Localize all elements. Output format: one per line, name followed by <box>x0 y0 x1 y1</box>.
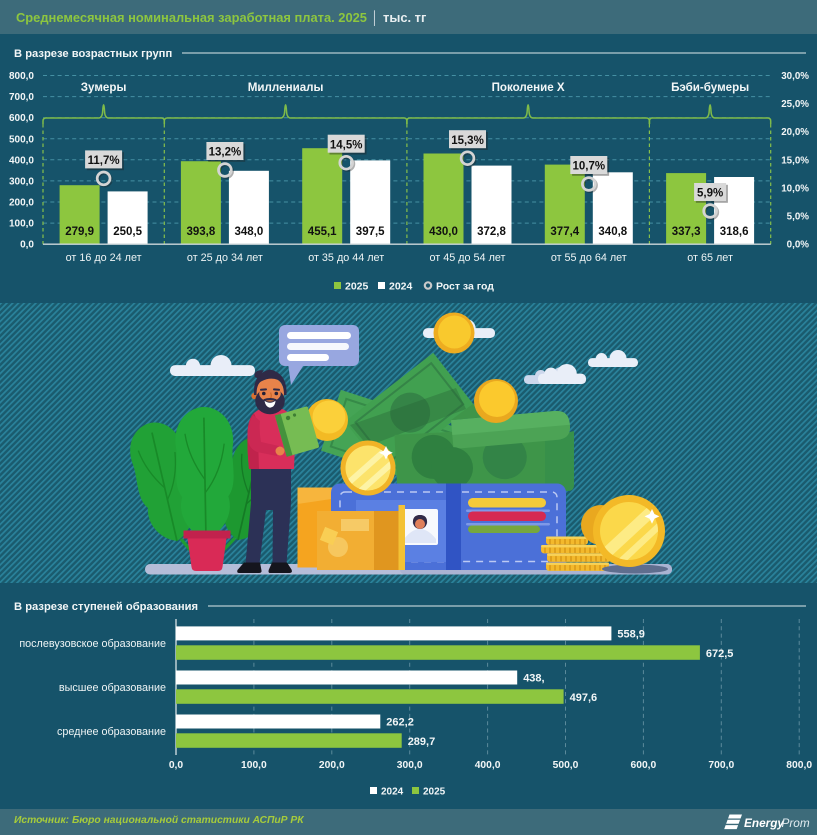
svg-text:397,5: 397,5 <box>356 226 385 238</box>
svg-text:5,0%: 5,0% <box>787 212 810 223</box>
svg-text:13,2%: 13,2% <box>209 147 242 159</box>
svg-text:11,7%: 11,7% <box>88 155 120 167</box>
svg-text:от 65 лет: от 65 лет <box>687 252 733 264</box>
svg-text:Зумеры: Зумеры <box>81 81 127 94</box>
svg-text:300,0: 300,0 <box>9 176 34 187</box>
svg-text:348,0: 348,0 <box>235 226 264 238</box>
svg-text:15,0%: 15,0% <box>781 155 809 166</box>
svg-text:250,5: 250,5 <box>113 226 142 238</box>
svg-text:2025: 2025 <box>423 787 446 798</box>
svg-text:340,8: 340,8 <box>598 226 627 238</box>
svg-text:Миллениалы: Миллениалы <box>248 81 324 94</box>
svg-text:0,0: 0,0 <box>20 240 34 251</box>
svg-text:25,0%: 25,0% <box>781 99 809 110</box>
svg-text:от 55 до 64 лет: от 55 до 64 лет <box>551 252 627 264</box>
svg-text:5,9%: 5,9% <box>697 188 723 200</box>
svg-text:600,0: 600,0 <box>631 760 657 771</box>
svg-text:500,0: 500,0 <box>553 760 579 771</box>
svg-text:200,0: 200,0 <box>319 760 345 771</box>
svg-text:В разрезе возрастных групп: В разрезе возрастных групп <box>14 48 172 60</box>
svg-text:15,3%: 15,3% <box>451 135 484 147</box>
svg-text:2025: 2025 <box>345 281 369 293</box>
svg-text:10,7%: 10,7% <box>572 161 605 173</box>
svg-text:100,0: 100,0 <box>241 760 267 771</box>
svg-text:Energy: Energy <box>744 816 785 830</box>
svg-text:2024: 2024 <box>389 281 413 293</box>
svg-text:300,0: 300,0 <box>397 760 423 771</box>
svg-text:558,9: 558,9 <box>617 628 645 640</box>
svg-text:Prom: Prom <box>782 816 810 830</box>
svg-text:600,0: 600,0 <box>9 113 34 124</box>
svg-text:высшее образование: высшее образование <box>59 682 166 694</box>
svg-text:30,0%: 30,0% <box>781 71 809 82</box>
svg-text:от 25 до 34 лет: от 25 до 34 лет <box>187 252 263 264</box>
svg-text:393,8: 393,8 <box>187 226 216 238</box>
svg-text:400,0: 400,0 <box>475 760 501 771</box>
svg-text:497,6: 497,6 <box>570 692 598 704</box>
svg-text:700,0: 700,0 <box>708 760 734 771</box>
svg-text:2024: 2024 <box>381 787 404 798</box>
svg-text:Рост за год: Рост за год <box>436 281 494 293</box>
svg-text:0,0%: 0,0% <box>787 240 810 251</box>
svg-text:672,5: 672,5 <box>706 648 734 660</box>
svg-text:20,0%: 20,0% <box>781 127 809 138</box>
svg-text:700,0: 700,0 <box>9 92 34 103</box>
svg-text:10,0%: 10,0% <box>781 184 809 195</box>
svg-text:от 35 до 44 лет: от 35 до 44 лет <box>308 252 384 264</box>
svg-text:0,0: 0,0 <box>169 760 184 771</box>
svg-text:500,0: 500,0 <box>9 134 34 145</box>
svg-text:среднее образование: среднее образование <box>57 726 166 738</box>
svg-text:318,6: 318,6 <box>720 226 749 238</box>
svg-text:430,0: 430,0 <box>429 226 458 238</box>
svg-text:279,9: 279,9 <box>65 226 94 238</box>
svg-text:377,4: 377,4 <box>550 226 579 238</box>
svg-text:200,0: 200,0 <box>9 198 34 209</box>
svg-text:800,0: 800,0 <box>9 71 34 82</box>
svg-text:289,7: 289,7 <box>408 736 436 748</box>
svg-text:337,3: 337,3 <box>672 226 701 238</box>
svg-text:400,0: 400,0 <box>9 155 34 166</box>
svg-text:800,0: 800,0 <box>786 760 812 771</box>
svg-text:100,0: 100,0 <box>9 219 34 230</box>
svg-text:372,8: 372,8 <box>477 226 506 238</box>
svg-text:438,: 438, <box>523 673 544 685</box>
svg-text:Поколение X: Поколение X <box>492 81 565 94</box>
svg-text:262,2: 262,2 <box>386 717 414 729</box>
svg-text:В разрезе ступеней образования: В разрезе ступеней образования <box>14 601 198 613</box>
svg-text:послевузовское образование: послевузовское образование <box>19 638 166 650</box>
svg-text:455,1: 455,1 <box>308 226 337 238</box>
svg-text:от 16 до 24 лет: от 16 до 24 лет <box>66 252 142 264</box>
svg-text:Бэби-бумеры: Бэби-бумеры <box>671 81 749 94</box>
svg-text:от 45 до 54 лет: от 45 до 54 лет <box>430 252 506 264</box>
svg-text:14,5%: 14,5% <box>330 139 363 151</box>
